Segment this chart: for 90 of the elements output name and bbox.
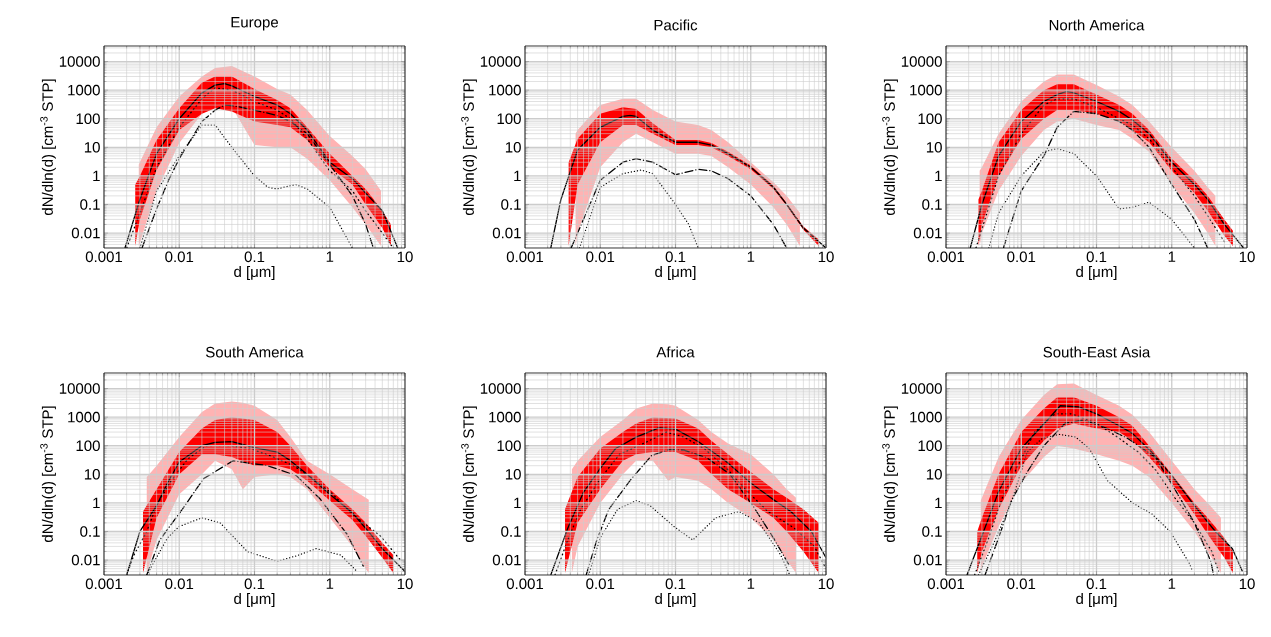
x-tick-label: 0.01: [165, 578, 194, 590]
x-tick-label: 0.001: [85, 251, 123, 263]
y-tick-label: 1000: [68, 411, 100, 423]
x-tick-label: 0.01: [586, 251, 615, 263]
y-axis-title: dN/dln(d) [cm$^{-3}$ STP]: [882, 406, 898, 543]
x-tick-label: 1: [1168, 251, 1176, 262]
y-axis-title: dN/dln(d) [cm$^{-3}$ STP]: [40, 79, 56, 216]
y-tick-label: 10000: [59, 383, 100, 394]
x-tick-label: 0.1: [665, 578, 686, 590]
x-tick-label: 0.001: [506, 251, 544, 263]
x-axis-title: d [μm]: [1076, 266, 1117, 280]
y-tick-label: 0.1: [501, 199, 521, 210]
x-tick-label: 0.1: [1086, 578, 1107, 590]
x-tick-label: 10: [818, 578, 834, 590]
x-axis-title: d [μm]: [655, 266, 696, 280]
y-tick-label: 0.1: [922, 199, 942, 210]
y-axis-title: dN/dln(d) [cm$^{-3}$ STP]: [40, 406, 56, 543]
x-axis-title: d [μm]: [234, 593, 275, 607]
x-tick-label: 1: [326, 578, 334, 589]
x-axis-title: d [μm]: [655, 593, 696, 607]
x-tick-label: 0.1: [244, 251, 265, 263]
x-tick-label: 10: [1239, 578, 1255, 590]
chart-title: Pacific: [654, 19, 698, 31]
y-tick-label: 10000: [59, 56, 100, 67]
y-tick-label: 0.1: [501, 526, 521, 537]
x-tick-label: 0.1: [1086, 251, 1107, 263]
chart-title: Africa: [656, 346, 695, 358]
y-tick-label: 10: [505, 468, 521, 480]
chart-title: South-East Asia: [1043, 346, 1151, 358]
x-tick-label: 0.1: [665, 251, 686, 263]
y-tick-label: 1000: [489, 84, 521, 96]
x-tick-label: 1: [747, 251, 755, 262]
y-tick-label: 0.01: [492, 554, 521, 566]
x-tick-label: 10: [818, 251, 834, 263]
x-tick-label: 1: [747, 578, 755, 589]
x-tick-label: 0.001: [506, 578, 544, 590]
y-tick-label: 10: [926, 468, 942, 480]
y-tick-label: 0.01: [71, 554, 100, 566]
y-tick-label: 100: [76, 440, 100, 452]
y-tick-label: 10: [84, 468, 100, 480]
y-tick-label: 0.1: [80, 526, 100, 537]
y-tick-label: 100: [918, 440, 942, 452]
y-tick-label: 10000: [901, 383, 942, 394]
y-axis-title: dN/dln(d) [cm$^{-3}$ STP]: [882, 79, 898, 216]
x-tick-label: 0.001: [85, 578, 123, 590]
x-tick-label: 0.01: [1007, 251, 1036, 263]
y-tick-label: 1000: [489, 411, 521, 423]
y-tick-label: 100: [497, 440, 521, 452]
y-tick-label: 10: [505, 141, 521, 153]
y-tick-label: 1: [514, 170, 521, 182]
y-tick-label: 100: [918, 113, 942, 125]
x-tick-label: 1: [326, 251, 334, 262]
y-axis-title: dN/dln(d) [cm$^{-3}$ STP]: [461, 406, 477, 543]
y-axis-title: dN/dln(d) [cm$^{-3}$ STP]: [461, 79, 477, 216]
y-tick-label: 1000: [910, 84, 942, 96]
y-tick-label: 100: [76, 113, 100, 125]
x-axis-title: d [μm]: [1076, 593, 1117, 607]
y-tick-label: 1000: [68, 84, 100, 96]
x-tick-label: 10: [397, 251, 413, 263]
y-tick-label: 1: [93, 497, 100, 509]
y-tick-label: 10000: [480, 56, 521, 67]
y-tick-label: 1: [935, 170, 942, 182]
y-tick-label: 10: [926, 141, 942, 153]
y-tick-label: 10000: [480, 383, 521, 394]
y-tick-label: 1: [514, 497, 521, 509]
y-tick-label: 0.1: [80, 199, 100, 210]
y-tick-label: 10: [84, 141, 100, 153]
chart-title: South America: [205, 346, 304, 358]
y-tick-label: 0.1: [922, 526, 942, 537]
chart-title: North America: [1049, 19, 1145, 31]
y-tick-label: 0.01: [913, 554, 942, 566]
x-tick-label: 0.001: [927, 578, 965, 590]
y-tick-label: 1: [93, 170, 100, 182]
y-tick-label: 0.01: [71, 227, 100, 239]
chart-title: Europe: [231, 17, 278, 31]
x-tick-label: 1: [1168, 578, 1176, 589]
y-tick-label: 1: [935, 497, 942, 509]
y-tick-label: 100: [497, 113, 521, 125]
x-tick-label: 10: [1239, 251, 1255, 263]
x-tick-label: 0.1: [244, 578, 265, 590]
y-tick-label: 1000: [910, 411, 942, 423]
y-tick-label: 10000: [901, 56, 942, 67]
y-tick-label: 0.01: [492, 227, 521, 239]
y-tick-label: 0.01: [913, 227, 942, 239]
x-tick-label: 0.01: [165, 251, 194, 263]
x-tick-label: 0.01: [586, 578, 615, 590]
x-tick-label: 0.01: [1007, 578, 1036, 590]
x-axis-title: d [μm]: [234, 266, 275, 280]
x-tick-label: 10: [397, 578, 413, 590]
x-tick-label: 0.001: [927, 251, 965, 263]
